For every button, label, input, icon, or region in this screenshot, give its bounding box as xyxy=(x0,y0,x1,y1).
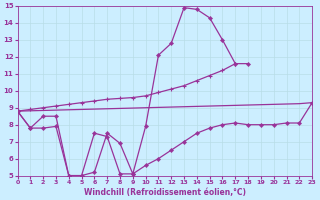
X-axis label: Windchill (Refroidissement éolien,°C): Windchill (Refroidissement éolien,°C) xyxy=(84,188,246,197)
